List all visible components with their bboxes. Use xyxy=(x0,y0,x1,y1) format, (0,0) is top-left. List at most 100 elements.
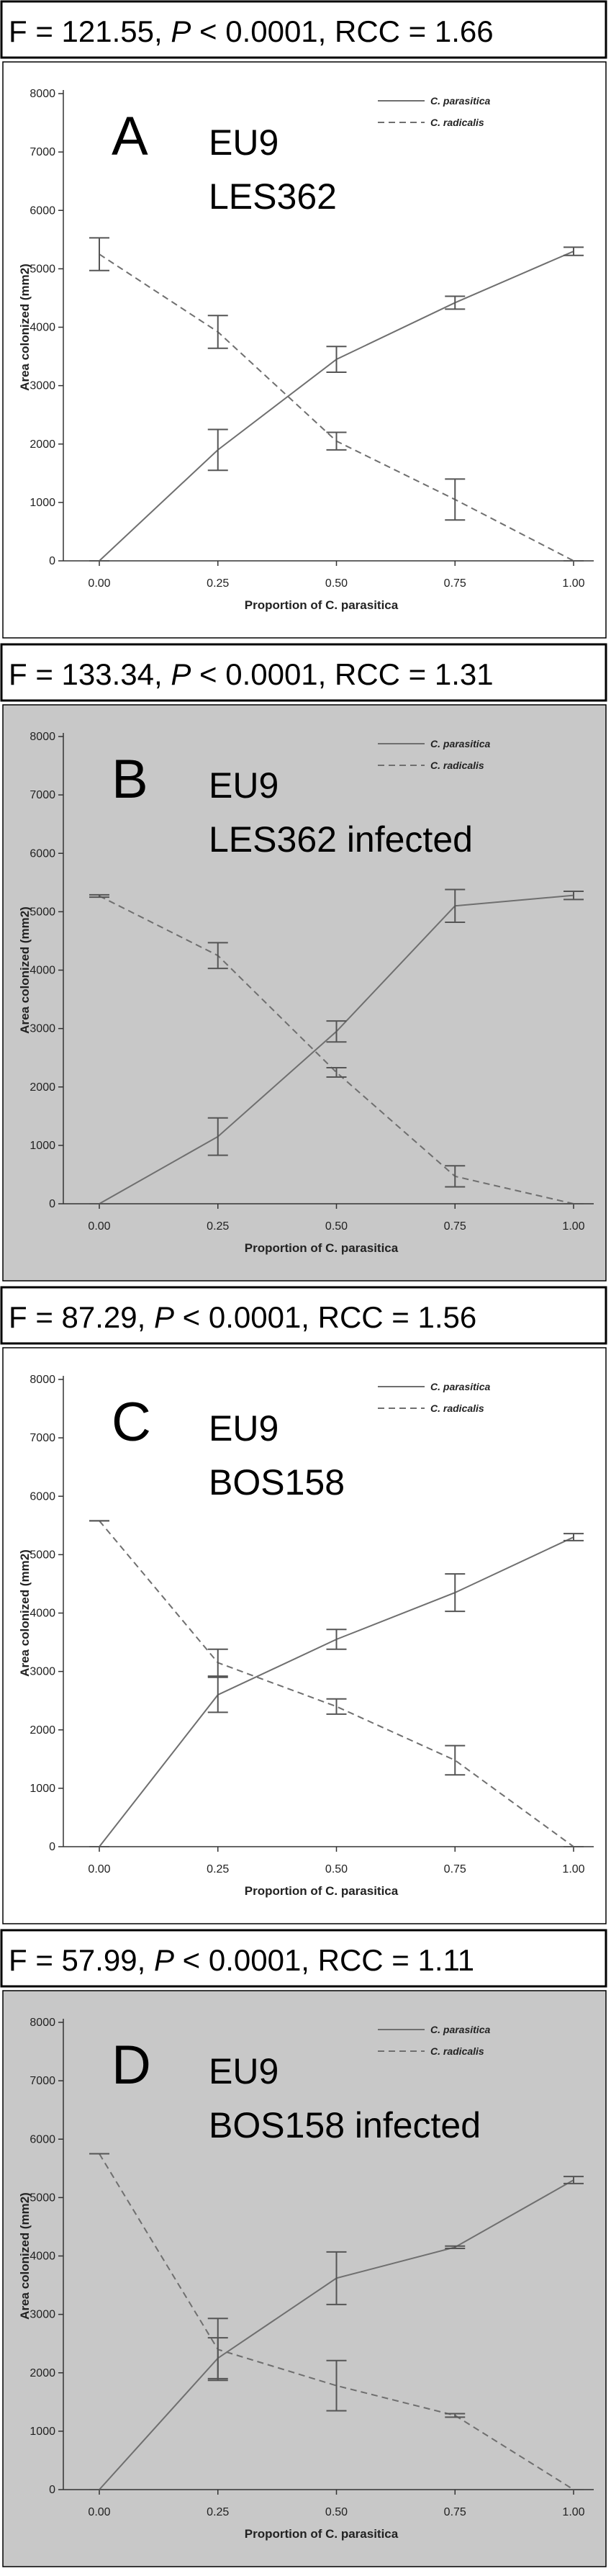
legend-entry: C. parasitica xyxy=(430,738,490,749)
y-axis-title: Area colonized (mm2) xyxy=(18,264,32,391)
x-tick-label: 0.50 xyxy=(325,1863,348,1875)
y-tick-label: 2000 xyxy=(30,1081,55,1094)
data-point-radicalis xyxy=(445,2413,466,2418)
panel-label-line1: EU9 xyxy=(209,765,279,806)
data-point-parasitica xyxy=(326,2251,347,2305)
data-point-parasitica xyxy=(564,1533,584,1541)
y-tick-label: 8000 xyxy=(30,2017,55,2029)
y-tick-label: 0 xyxy=(49,1841,55,1853)
data-point-parasitica xyxy=(326,1020,347,1043)
legend-entry: C. radicalis xyxy=(430,1402,484,1414)
data-point-parasitica xyxy=(445,295,466,310)
y-tick-label: 1000 xyxy=(30,2426,55,2438)
data-point-radicalis xyxy=(207,2318,228,2382)
y-tick-label: 3000 xyxy=(30,380,55,392)
x-tick-label: 0.75 xyxy=(444,577,466,590)
stat-text: F = 133.34, P < 0.0001, RCC = 1.31 xyxy=(9,657,494,691)
x-tick-label: 0.50 xyxy=(325,1220,348,1233)
y-tick-label: 8000 xyxy=(30,88,55,100)
stat-box xyxy=(0,0,607,59)
y-tick-label: 4000 xyxy=(30,2251,55,2263)
stat-prefix: F = 121.55, xyxy=(9,14,171,48)
x-tick-label: 0.25 xyxy=(207,1863,229,1875)
data-point-parasitica xyxy=(564,246,584,256)
legend-entry: C. parasitica xyxy=(430,1381,490,1392)
panel-d: F = 57.99, P < 0.0001, RCC = 1.11 0 1000 20… xyxy=(0,1929,607,2567)
y-axis-title: Area colonized (mm2) xyxy=(18,2192,32,2320)
y-tick-label: 5000 xyxy=(30,1549,55,1561)
data-point-radicalis xyxy=(445,478,466,521)
y-tick-label: 3000 xyxy=(30,2309,55,2321)
x-tick-label: 0.00 xyxy=(88,1863,110,1875)
y-tick-label: 5000 xyxy=(30,263,55,275)
data-point-radicalis xyxy=(326,1698,347,1715)
stat-text: F = 121.55, P < 0.0001, RCC = 1.66 xyxy=(9,14,494,48)
data-point-radicalis xyxy=(207,315,228,349)
panel-background xyxy=(2,61,607,639)
stat-p-letter: P xyxy=(154,1943,174,1977)
stat-prefix: F = 133.34, xyxy=(9,657,171,691)
data-point-radicalis xyxy=(326,1066,347,1078)
x-tick-label: 0.50 xyxy=(325,577,348,590)
stat-suffix: < 0.0001, RCC = 1.31 xyxy=(191,657,493,691)
stat-box xyxy=(0,1929,607,1988)
y-tick-label: 2000 xyxy=(30,1724,55,1737)
stat-text: F = 57.99, P < 0.0001, RCC = 1.11 xyxy=(9,1943,474,1977)
data-point-radicalis xyxy=(445,1744,466,1776)
data-point-parasitica xyxy=(207,428,228,472)
y-tick-label: 3000 xyxy=(30,1666,55,1678)
y-tick-label: 5000 xyxy=(30,906,55,918)
panel-a: F = 121.55, P < 0.0001, RCC = 1.66 0 1000 2… xyxy=(0,0,607,639)
stat-box xyxy=(0,1286,607,1345)
data-point-parasitica xyxy=(207,1117,228,1156)
panel-letter: B xyxy=(112,749,148,810)
x-tick-label: 0.25 xyxy=(207,577,229,590)
y-tick-label: 3000 xyxy=(30,1023,55,1035)
x-tick-label: 1.00 xyxy=(562,1863,584,1875)
x-tick-label: 0.50 xyxy=(325,2506,348,2518)
series-line-radicalis xyxy=(99,895,574,1204)
y-tick-label: 4000 xyxy=(30,322,55,334)
data-point-radicalis xyxy=(207,1648,228,1677)
data-point-parasitica xyxy=(445,888,466,923)
x-tick-label: 0.75 xyxy=(444,1220,466,1233)
x-axis-title: Proportion of C. parasitica xyxy=(245,1884,399,1898)
legend-entry: C. parasitica xyxy=(430,95,490,107)
data-point-parasitica xyxy=(564,890,584,901)
y-tick-label: 0 xyxy=(49,1198,55,1210)
y-tick-label: 0 xyxy=(49,2484,55,2496)
y-tick-label: 6000 xyxy=(30,2133,55,2145)
x-tick-label: 0.25 xyxy=(207,1220,229,1233)
data-point-parasitica xyxy=(326,346,347,373)
x-tick-label: 0.00 xyxy=(88,2506,110,2518)
x-tick-label: 0.25 xyxy=(207,2506,229,2518)
y-tick-label: 1000 xyxy=(30,1140,55,1152)
stat-suffix: < 0.0001, RCC = 1.56 xyxy=(174,1300,476,1334)
y-tick-label: 4000 xyxy=(30,1608,55,1620)
y-tick-label: 6000 xyxy=(30,847,55,860)
y-tick-label: 8000 xyxy=(30,731,55,743)
stat-suffix: < 0.0001, RCC = 1.11 xyxy=(174,1943,474,1977)
data-point-radicalis xyxy=(89,237,109,271)
panel-label-line2: LES362 xyxy=(209,176,337,217)
legend-entry: C. radicalis xyxy=(430,117,484,128)
y-tick-label: 7000 xyxy=(30,789,55,801)
data-point-radicalis xyxy=(326,431,347,451)
data-point-parasitica xyxy=(207,1676,228,1713)
data-point-parasitica xyxy=(326,1629,347,1650)
panel-background xyxy=(2,1347,607,1924)
x-axis-title: Proportion of C. parasitica xyxy=(245,2527,399,2541)
y-tick-label: 8000 xyxy=(30,1374,55,1386)
stat-prefix: F = 87.29, xyxy=(9,1300,154,1334)
stat-box xyxy=(0,643,607,702)
y-tick-label: 1000 xyxy=(30,1783,55,1795)
series-line-radicalis xyxy=(99,1520,574,1847)
panel-b: F = 133.34, P < 0.0001, RCC = 1.31 0 1000 2… xyxy=(0,643,607,1282)
panel-background xyxy=(2,704,607,1282)
stat-p-letter: P xyxy=(171,657,191,691)
panel-background xyxy=(2,1990,607,2567)
legend-entry: C. parasitica xyxy=(430,2024,490,2035)
panel-label-line2: BOS158 infected xyxy=(209,2105,481,2145)
x-tick-label: 1.00 xyxy=(562,2506,584,2518)
